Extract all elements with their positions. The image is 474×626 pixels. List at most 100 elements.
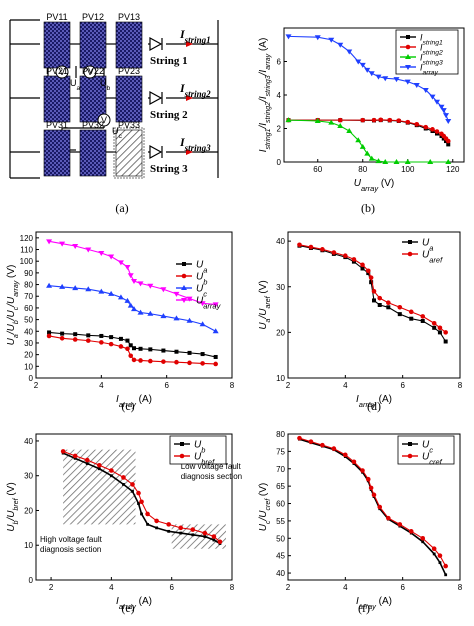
- data-point-cref: [420, 535, 426, 541]
- data-point-cref: [443, 563, 448, 569]
- data-point-string2: [371, 117, 377, 123]
- legend-marker: [182, 262, 186, 266]
- y-tick-label: 75: [276, 447, 285, 456]
- voltmeter-label: V: [87, 67, 93, 77]
- plot-frame: [35, 231, 233, 379]
- data-point-array: [346, 49, 353, 55]
- data-point-bref: [166, 522, 171, 527]
- y-tick-label: 0: [29, 576, 34, 585]
- data-point-string2: [430, 127, 435, 132]
- panel-label-d: (d): [367, 399, 381, 413]
- data-point-string1: [446, 142, 451, 147]
- data-point-array: [131, 279, 137, 285]
- y-tick-label: 20: [24, 506, 33, 515]
- x-axis-label: Iarray (A): [116, 596, 152, 611]
- data-point-b: [212, 538, 216, 542]
- x-tick-label: 2: [286, 381, 291, 390]
- pv-label: PV33: [118, 120, 140, 130]
- x-axis-label: Iarray (A): [356, 596, 392, 611]
- data-point-aref: [443, 330, 448, 335]
- data-point-a: [174, 349, 179, 354]
- data-point-a: [125, 338, 130, 343]
- data-point-array: [59, 241, 66, 247]
- data-point-string2: [434, 129, 440, 134]
- data-point-string3: [382, 159, 389, 164]
- data-point-array: [422, 87, 429, 93]
- data-point-a: [200, 352, 205, 357]
- legend-entry: Ua: [422, 238, 433, 253]
- pv-module: [115, 21, 143, 69]
- x-tick-label: 4: [109, 583, 114, 592]
- data-point-aref: [368, 275, 374, 280]
- data-point-string3: [375, 158, 382, 164]
- data-point-a: [99, 333, 104, 338]
- series-line-array: [48, 240, 216, 305]
- y-tick-label: 50: [24, 316, 33, 325]
- data-point-a: [420, 318, 425, 323]
- x-tick-label: 4: [99, 381, 104, 390]
- x-tick-label: 6: [169, 583, 174, 592]
- data-point-array: [127, 273, 134, 279]
- data-point-a: [372, 298, 376, 303]
- legend-marker: [407, 453, 413, 459]
- data-point-cref: [308, 439, 314, 444]
- data-point-bref: [130, 482, 135, 487]
- plot-frame: [287, 433, 461, 581]
- y-tick-label: 45: [276, 552, 285, 561]
- data-point-a: [432, 325, 437, 330]
- data-point-b: [179, 531, 183, 535]
- data-point-b: [109, 474, 113, 478]
- panel-label-e: (e): [121, 601, 134, 615]
- data-point-string3: [314, 117, 321, 123]
- data-point-c: [421, 540, 425, 544]
- x-tick-label: 6: [400, 381, 405, 390]
- legend-marker: [405, 44, 411, 50]
- data-point-string2: [378, 117, 384, 123]
- data-point-c: [186, 317, 193, 323]
- data-point-string2: [405, 119, 411, 125]
- chart-b: 60 80 100 120 0 2 4 6 Uarray (V) Istring1/Istring…: [258, 27, 465, 193]
- data-point-cref: [360, 468, 365, 473]
- data-point-b: [85, 338, 91, 343]
- data-point-array: [368, 71, 375, 77]
- data-point-cref: [377, 504, 383, 510]
- data-point-cref: [371, 492, 377, 498]
- data-point-a: [443, 339, 448, 344]
- fault-module-box: [113, 127, 145, 179]
- data-point-cref: [431, 546, 437, 552]
- data-point-bref: [145, 511, 150, 517]
- legend-entry: Ubref: [194, 452, 215, 467]
- data-point-c: [117, 294, 124, 300]
- data-point-b: [128, 353, 134, 359]
- data-point-b: [146, 522, 149, 526]
- data-point-cref: [331, 446, 337, 451]
- legend-entry: Uarray: [196, 296, 222, 311]
- data-point-c: [147, 310, 154, 316]
- x-tick-label: 4: [343, 381, 348, 390]
- legend-box: [397, 435, 455, 465]
- data-point-b: [138, 358, 143, 363]
- data-point-array: [364, 67, 371, 73]
- data-point-a: [369, 280, 374, 285]
- data-point-c: [199, 321, 206, 327]
- data-point-c: [131, 306, 137, 312]
- data-point-c: [98, 288, 105, 294]
- panel-label-c: (c): [121, 399, 134, 413]
- legend-entry: Istring2: [420, 43, 443, 57]
- x-tick-label: 2: [286, 583, 291, 592]
- annotation-text: diagnosis section: [40, 545, 101, 554]
- chart-f: 2 4 6 8 40 45 50 55 60 65 70 75 80 Iarray (A) Uc/Ucref…: [258, 430, 463, 611]
- data-point-cref: [365, 476, 371, 482]
- y-tick-label: 0: [29, 374, 34, 383]
- data-point-b: [140, 512, 143, 516]
- y-tick-label: 30: [276, 283, 285, 292]
- data-point-a: [386, 305, 391, 310]
- x-axis-label: Iarray (A): [356, 394, 392, 409]
- data-point-b: [213, 361, 218, 367]
- x-axis-label: Uarray (V): [354, 178, 394, 193]
- data-point-b: [131, 489, 134, 493]
- y-tick-label: 0: [277, 158, 282, 167]
